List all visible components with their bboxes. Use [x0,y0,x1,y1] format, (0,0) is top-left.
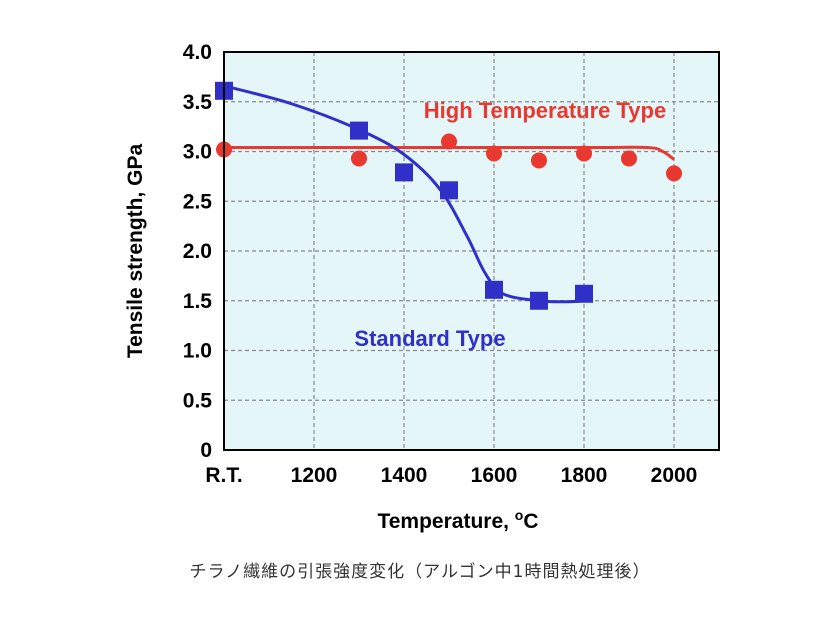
data-point-standard [485,280,503,299]
data-point-high-temperature [486,145,502,162]
data-point-standard [395,163,413,182]
x-axis-unit-superscript: o [515,507,524,523]
y-tick-label: 0.5 [183,389,213,412]
series-label-high-temperature: High Temperature Type [424,98,666,123]
y-tick-label: 4.0 [183,41,212,64]
x-axis-title: Temperature, oC [377,507,538,533]
data-point-standard [530,291,548,310]
y-tick-label: 2.0 [183,240,212,263]
chart: 0 0.5 1.0 1.5 2.0 2.5 3.0 3.5 4.0 R.T. 1200 1400 16… [124,41,720,533]
figure-caption: チラノ繊維の引張強度変化（アルゴン中1時間熱処理後） [189,562,651,582]
data-point-high-temperature [531,152,547,169]
data-point-high-temperature [576,145,592,162]
data-point-standard [575,284,593,303]
y-tick-label: 2.5 [183,190,213,213]
x-tick-labels: R.T. 1200 1400 1600 1800 2000 [205,464,697,487]
data-point-high-temperature [621,150,637,167]
y-tick-label: 0 [200,439,212,462]
data-point-standard [440,181,458,200]
data-point-standard [350,121,368,140]
x-tick-label: 2000 [651,464,698,487]
x-tick-label: 1800 [561,464,608,487]
x-tick-label: 1400 [381,464,428,487]
y-tick-label: 1.0 [183,340,212,363]
y-tick-label: 3.0 [183,141,212,164]
data-point-high-temperature [351,150,367,167]
y-axis-title: Tensile strength, GPa [124,144,147,359]
grid [224,52,719,450]
x-tick-label: 1200 [291,464,338,487]
y-tick-label: 1.5 [183,290,213,313]
plot-frame [223,51,720,451]
y-tick-label: 3.5 [183,91,213,114]
x-tick-label: R.T. [205,464,242,487]
y-tick-labels: 0 0.5 1.0 1.5 2.0 2.5 3.0 3.5 4.0 [183,41,213,462]
series-label-standard: Standard Type [354,326,505,351]
data-point-high-temperature [666,165,682,182]
data-point-high-temperature [441,133,457,150]
x-tick-label: 1600 [471,464,518,487]
